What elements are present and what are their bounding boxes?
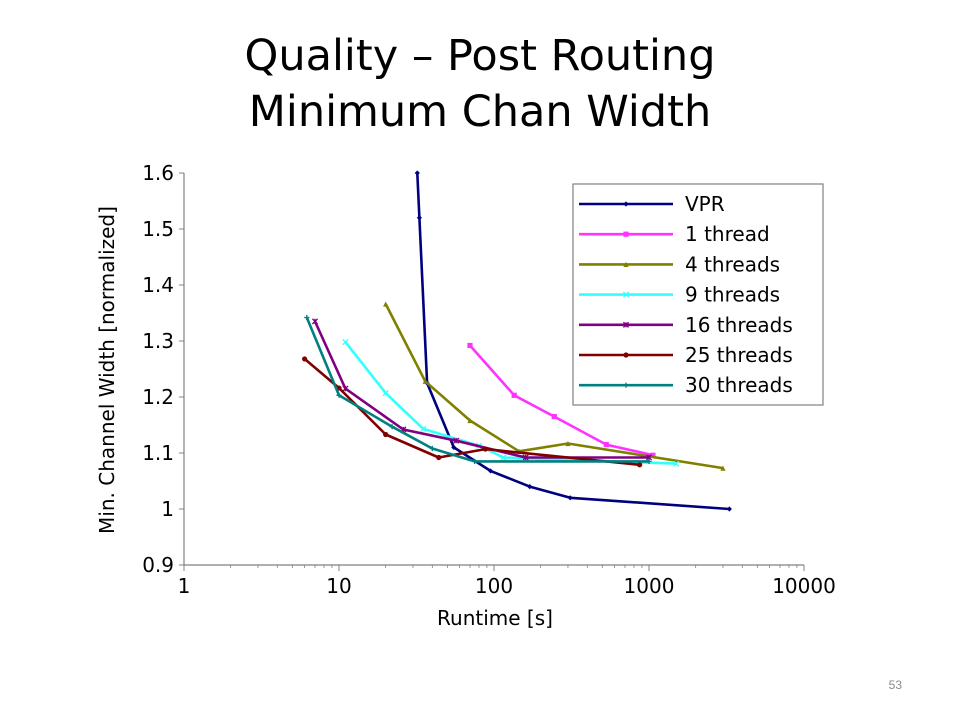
legend-label: 16 threads <box>685 313 793 337</box>
legend-item-vpr: VPR <box>579 192 725 216</box>
legend-marker <box>623 231 629 237</box>
slide-title-line-1: Quality – Post Routing <box>244 31 716 81</box>
data-point-25-threads <box>482 446 488 452</box>
data-point-9-threads <box>673 460 680 467</box>
slide-number: 53 <box>888 678 902 692</box>
chart-legend: VPR 1 thread 4 threads 9 threads 16 threads 2… <box>572 183 824 406</box>
data-point-1-thread <box>603 442 609 448</box>
data-point-4-threads <box>383 301 389 307</box>
data-point-4-threads <box>467 417 473 424</box>
data-point-30-threads <box>389 424 395 430</box>
y-tick-label: 1.1 <box>142 441 174 465</box>
legend-marker <box>623 352 629 358</box>
x-tick-label: 100 <box>475 574 513 598</box>
y-tick-label: 0.9 <box>142 553 174 577</box>
series-line-30-threads <box>305 317 649 463</box>
data-point-25-threads <box>436 454 442 461</box>
y-tick-label: 1.4 <box>142 273 174 297</box>
data-point-4-threads <box>720 465 726 471</box>
legend-item-16-threads: 16 threads <box>579 313 793 337</box>
data-point-1-thread <box>650 452 656 458</box>
data-point-16-threads <box>311 318 319 325</box>
data-point-9-threads <box>382 390 389 397</box>
x-tick-label: 10000 <box>772 574 836 598</box>
y-tick-label: 1.6 <box>142 161 174 185</box>
data-point-vpr <box>416 215 422 221</box>
legend-label: 9 threads <box>685 283 780 307</box>
data-point-4-threads <box>422 378 428 384</box>
x-axis-title: Runtime [s] <box>437 606 553 630</box>
data-point-9-threads <box>342 339 349 346</box>
legend-label: 30 threads <box>685 373 793 397</box>
data-point-25-threads <box>302 356 308 362</box>
legend-label: 1 thread <box>685 222 770 246</box>
data-point-4-threads <box>565 440 571 447</box>
data-point-30-threads <box>429 445 435 452</box>
x-tick-label: 1000 <box>624 574 675 598</box>
legend-item-4-threads: 4 threads <box>579 252 780 276</box>
data-point-16-threads <box>342 385 349 392</box>
data-point-9-threads <box>500 454 507 461</box>
legend-marker <box>623 261 629 267</box>
series-line-vpr <box>416 172 730 511</box>
data-point-9-threads <box>420 425 427 432</box>
data-point-vpr <box>726 506 732 512</box>
data-point-30-threads <box>304 314 310 321</box>
y-tick-label: 1 <box>161 497 174 521</box>
legend-item-1-thread: 1 thread <box>579 222 770 246</box>
series-line-4-threads <box>384 303 724 470</box>
y-tick-label: 1.5 <box>142 217 174 241</box>
data-point-vpr <box>487 468 494 474</box>
data-point-30-threads <box>646 458 652 464</box>
legend-label: 4 threads <box>685 252 780 276</box>
series-30-threads <box>304 314 652 464</box>
legend-item-25-threads: 25 threads <box>579 343 793 367</box>
legend-marker <box>622 291 630 298</box>
x-tick-label: 1 <box>178 574 191 598</box>
data-point-25-threads <box>383 431 389 438</box>
slide-title: Quality – Post Routing Minimum Chan Widt… <box>0 28 960 140</box>
series-4-threads <box>383 301 726 471</box>
legend-item-9-threads: 9 threads <box>579 283 780 307</box>
series-line-16-threads <box>313 320 649 459</box>
x-tick-label: 10 <box>326 574 351 598</box>
y-tick-label: 1.2 <box>142 385 174 409</box>
chart-plot-area <box>302 170 732 512</box>
y-axis-title: Min. Channel Width [normalized] <box>95 206 119 534</box>
legend-label: 25 threads <box>685 343 793 367</box>
data-point-vpr <box>414 170 420 176</box>
data-point-vpr <box>451 444 457 450</box>
legend-item-30-threads: 30 threads <box>579 373 793 397</box>
data-point-30-threads <box>472 458 478 464</box>
slide-title-line-2: Minimum Chan Width <box>248 87 712 137</box>
legend-marker <box>623 201 629 207</box>
data-point-1-thread <box>551 414 557 420</box>
y-tick-label: 1.3 <box>142 329 174 353</box>
chart-axes: 0.911.11.21.31.41.51.61 10 100 1000 10000Run… <box>95 161 836 630</box>
data-point-1-thread <box>511 392 517 398</box>
data-point-25-threads <box>637 462 643 468</box>
data-point-vpr <box>527 484 533 490</box>
data-point-16-threads <box>453 437 460 444</box>
series-16-threads <box>311 318 653 461</box>
legend-marker <box>622 321 630 328</box>
data-point-vpr <box>567 495 573 501</box>
data-point-16-threads <box>522 454 529 461</box>
data-point-1-thread <box>467 342 473 349</box>
legend-marker <box>623 382 629 388</box>
series-1-thread <box>467 342 656 458</box>
data-point-30-threads <box>336 392 342 398</box>
legend-label: VPR <box>685 192 725 216</box>
